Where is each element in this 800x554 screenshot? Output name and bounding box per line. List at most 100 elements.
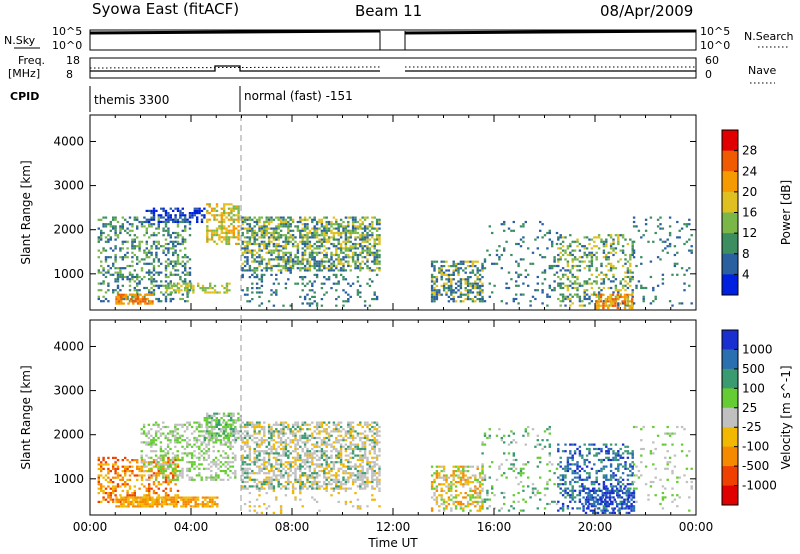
scatter-cell: [361, 478, 364, 481]
scatter-cell: [363, 485, 367, 488]
scatter-cell: [174, 216, 177, 219]
scatter-cell: [184, 498, 188, 501]
scatter-cell: [299, 439, 302, 442]
scatter-cell: [272, 452, 276, 455]
scatter-cell: [621, 264, 625, 268]
scatter-cell: [332, 465, 336, 468]
scatter-cell: [624, 280, 627, 283]
scatter-cell: [231, 472, 235, 475]
scatter-cell: [208, 203, 211, 206]
scatter-cell: [344, 253, 348, 257]
scatter-cell: [612, 238, 615, 241]
scatter-cell: [378, 218, 381, 221]
scatter-cell: [107, 238, 110, 241]
scatter-cell: [476, 271, 479, 274]
scatter-cell: [177, 282, 181, 285]
scatter-cell: [128, 229, 132, 232]
scatter-cell: [201, 505, 205, 508]
scatter-cell: [258, 452, 261, 455]
scatter-cell: [270, 476, 273, 479]
scatter-cell: [294, 262, 297, 265]
scatter-cell: [303, 445, 307, 448]
scatter-cell: [301, 461, 304, 464]
scatter-cell: [206, 231, 209, 234]
scatter-cell: [155, 256, 158, 259]
scatter-cell: [361, 483, 364, 486]
scatter-cell: [109, 481, 112, 484]
scatter-cell: [253, 436, 256, 440]
scatter-cell: [119, 275, 122, 279]
scatter-cell: [445, 282, 448, 285]
scatter-cell: [267, 245, 271, 248]
scatter-cell: [218, 220, 221, 223]
scatter-cell: [450, 273, 453, 276]
scatter-cell: [225, 436, 228, 439]
scatter-cell: [337, 456, 340, 459]
scatter-cell: [116, 467, 120, 470]
scatter-cell: [189, 498, 193, 501]
scatter-cell: [296, 260, 300, 263]
scatter-cell: [602, 302, 605, 305]
scatter-cell: [174, 463, 177, 466]
scatter-cell: [323, 421, 326, 424]
scatter-cell: [356, 434, 360, 437]
scatter-cell: [612, 249, 615, 252]
scatter-cell: [162, 425, 165, 429]
scatter-cell: [671, 273, 674, 276]
scatter-cell: [435, 278, 439, 281]
scatter-cell: [296, 458, 300, 462]
scatter-cell: [152, 214, 156, 217]
scatter-cell: [263, 267, 266, 270]
scatter-cell: [119, 267, 122, 270]
scatter-cell: [315, 227, 319, 230]
scatter-cell: [631, 278, 634, 281]
scatter-cell: [255, 282, 259, 285]
scatter-cell: [154, 443, 158, 446]
scatter-cell: [590, 258, 594, 261]
scatter-cell: [139, 293, 142, 296]
scatter-cell: [361, 461, 364, 464]
scatter-cell: [313, 498, 316, 501]
scatter-cell: [253, 458, 256, 462]
scatter-cell: [308, 236, 312, 239]
scatter-cell: [351, 223, 355, 226]
scatter-cell: [214, 441, 218, 444]
scatter-cell: [206, 291, 209, 294]
scatter-cell: [609, 300, 612, 303]
scatter-cell: [347, 249, 350, 252]
scatter-cell: [375, 428, 379, 431]
scatter-cell: [652, 286, 655, 290]
scatter-cell: [132, 498, 135, 501]
scatter-cell: [246, 249, 249, 252]
scatter-cell: [375, 454, 379, 457]
scatter-cell: [507, 271, 511, 274]
scatter-cell: [181, 260, 184, 263]
scatter-cell: [215, 231, 219, 234]
scatter-cell: [599, 293, 603, 296]
scatter-cell: [229, 476, 232, 479]
scatter-cell: [335, 480, 338, 484]
scatter-cell: [517, 262, 520, 265]
scatter-cell: [301, 218, 304, 221]
scatter-cell: [315, 480, 319, 484]
scatter-cell: [313, 425, 316, 429]
scatter-cell: [201, 289, 205, 292]
scatter-cell: [152, 492, 156, 495]
scatter-cell: [368, 284, 372, 287]
scatter-cell: [430, 260, 434, 263]
scatter-cell: [251, 251, 254, 254]
scatter-cell: [557, 275, 560, 279]
scatter-cell: [140, 465, 144, 468]
scatter-cell: [104, 240, 108, 243]
scatter-cell: [368, 443, 372, 446]
scatter-cell: [112, 262, 115, 265]
scatter-cell: [378, 240, 381, 243]
scatter-cell: [279, 428, 283, 431]
scatter-cell: [619, 280, 622, 283]
scatter-cell: [339, 421, 343, 424]
scatter-cell: [272, 478, 276, 481]
scatter-cell: [313, 463, 316, 466]
scatter-cell: [152, 218, 156, 221]
scatter-cell: [181, 434, 184, 437]
scatter-cell: [260, 269, 264, 272]
